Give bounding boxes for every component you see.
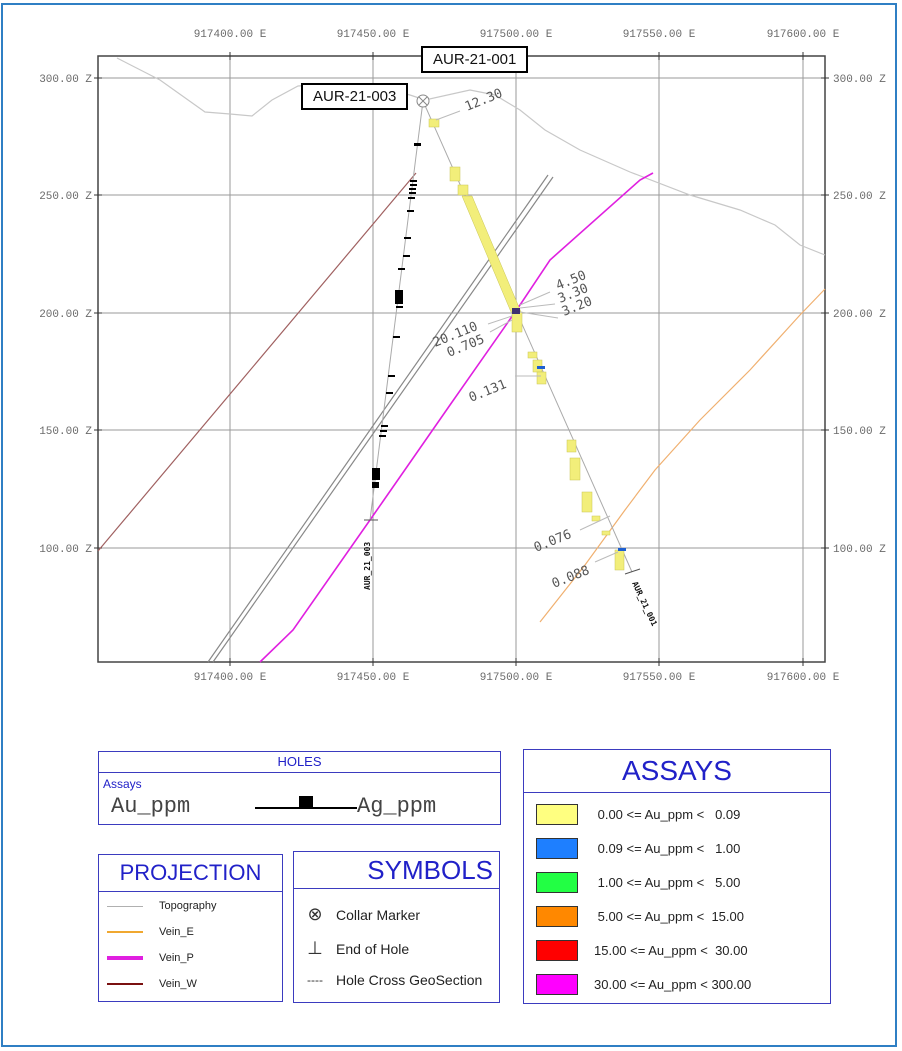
svg-text:917500.00 E: 917500.00 E	[480, 672, 553, 684]
legend-assays-title: ASSAYS	[524, 750, 830, 793]
legend-assay-item: 30.00 <= Au_ppm < 300.00	[536, 974, 751, 995]
cross-section-plot: 917400.00 E 917450.00 E 917500.00 E 9175…	[39, 29, 886, 684]
svg-text:100.00 Z: 100.00 Z	[39, 544, 92, 556]
legend-projection-item: Vein_E	[107, 926, 194, 938]
hole-trace-icon	[255, 807, 357, 809]
end-of-hole-icon: ⊥	[307, 938, 323, 958]
legend-symbol-item: ⊥ End of Hole	[304, 938, 409, 959]
hole-aur-21-003-ag-intervals	[372, 143, 421, 488]
vein-p-line-icon	[107, 956, 143, 960]
z-axis-left-labels: 300.00 Z 250.00 Z 200.00 Z 150.00 Z 100.…	[39, 74, 92, 556]
hole-aur-21-001-au-intervals	[428, 118, 625, 571]
svg-text:250.00 Z: 250.00 Z	[833, 191, 886, 203]
legend-assay-item: 0.09 <= Au_ppm < 1.00	[536, 838, 740, 859]
grid-lines	[98, 56, 825, 662]
svg-text:917550.00 E: 917550.00 E	[623, 29, 696, 41]
svg-text:917450.00 E: 917450.00 E	[337, 672, 410, 684]
legend-projection-item: Topography	[107, 900, 217, 912]
legend-projection-item: Vein_W	[107, 978, 197, 990]
legend-holes: HOLES Assays Au_ppm Ag_ppm	[98, 751, 501, 825]
assay-leader-lines	[435, 110, 619, 563]
collar-marker-icon	[416, 94, 430, 108]
section-trace-line-a	[207, 174, 549, 663]
hole-aur-21-003-trace	[369, 100, 424, 521]
interval-marker-icon	[299, 796, 313, 807]
legend-symbol-item: ⊗ Collar Marker	[304, 904, 420, 925]
vein-e-line	[539, 288, 826, 623]
hole-aur-21-001-blue-intervals	[537, 366, 626, 551]
legend-assay-item: 5.00 <= Au_ppm < 15.00	[536, 906, 744, 927]
svg-text:100.00 Z: 100.00 Z	[833, 544, 886, 556]
legend-projection-item: Vein_P	[107, 952, 194, 964]
legend-symbols-title: SYMBOLS	[294, 852, 499, 889]
x-axis-bottom-labels: 917400.00 E 917450.00 E 917500.00 E 9175…	[194, 672, 840, 684]
vein-e-line-icon	[107, 931, 143, 933]
svg-text:150.00 Z: 150.00 Z	[39, 426, 92, 438]
color-swatch	[536, 974, 578, 995]
legend-assays: ASSAYS 0.00 <= Au_ppm < 0.09 0.09 <= Au_…	[523, 749, 831, 1004]
legend-assay-item: 1.00 <= Au_ppm < 5.00	[536, 872, 740, 893]
svg-text:917600.00 E: 917600.00 E	[767, 672, 840, 684]
legend-holes-title: HOLES	[99, 752, 500, 773]
color-swatch	[536, 838, 578, 859]
hole-label-aur-21-001: AUR_21_001	[630, 580, 659, 628]
svg-text:0.131: 0.131	[467, 377, 509, 406]
page-frame	[1, 3, 897, 1047]
legend-symbols: SYMBOLS ⊗ Collar Marker ⊥ End of Hole --…	[293, 851, 500, 1003]
svg-text:917550.00 E: 917550.00 E	[623, 672, 696, 684]
z-axis-right-labels: 300.00 Z 250.00 Z 200.00 Z 150.00 Z 100.…	[833, 74, 886, 556]
color-swatch	[536, 940, 578, 961]
legend-assay-item: 0.00 <= Au_ppm < 0.09	[536, 804, 740, 825]
svg-text:917400.00 E: 917400.00 E	[194, 672, 267, 684]
plot-frame	[97, 55, 826, 663]
end-of-hole-aur-21-001	[624, 568, 641, 575]
svg-text:917500.00 E: 917500.00 E	[480, 29, 553, 41]
legend-holes-right-field: Ag_ppm	[357, 794, 437, 819]
topography-line-icon	[107, 905, 143, 907]
assay-value-labels: 12.30 4.50 3.30 3.20 20.110 0.705 0.131 …	[431, 86, 595, 592]
legend-assay-item: 15.00 <= Au_ppm < 30.00	[536, 940, 748, 961]
color-swatch	[536, 804, 578, 825]
svg-text:200.00 Z: 200.00 Z	[39, 309, 92, 321]
color-swatch	[536, 906, 578, 927]
hole-label-aur-21-003: AUR_21_003	[363, 542, 372, 590]
legend-projection-title: PROJECTION	[99, 855, 282, 892]
svg-text:200.00 Z: 200.00 Z	[833, 309, 886, 321]
svg-text:300.00 Z: 300.00 Z	[833, 74, 886, 86]
svg-text:0.088: 0.088	[550, 563, 592, 592]
legend-symbol-item: ---- Hole Cross GeoSection	[304, 972, 482, 988]
svg-text:150.00 Z: 150.00 Z	[833, 426, 886, 438]
vein-w-line-icon	[107, 983, 143, 985]
color-swatch	[536, 872, 578, 893]
x-axis-top-labels: 917400.00 E 917450.00 E 917500.00 E 9175…	[194, 29, 840, 41]
svg-text:300.00 Z: 300.00 Z	[39, 74, 92, 86]
legend-holes-left-field: Au_ppm	[111, 794, 191, 819]
legend-projection: PROJECTION Topography Vein_E Vein_P Vein…	[98, 854, 283, 1002]
svg-text:917600.00 E: 917600.00 E	[767, 29, 840, 41]
dashed-line-icon: ----	[307, 973, 323, 987]
legend-holes-subtitle: Assays	[103, 777, 142, 791]
collar-marker-icon: ⊗	[307, 904, 323, 924]
svg-text:917450.00 E: 917450.00 E	[337, 29, 410, 41]
hole-callout-aur-21-003: AUR-21-003	[301, 83, 409, 110]
svg-text:0.076: 0.076	[532, 527, 574, 556]
intersection-mark	[512, 308, 520, 314]
hole-callout-aur-21-001: AUR-21-001	[421, 46, 529, 73]
vein-w-line	[97, 172, 417, 552]
svg-text:250.00 Z: 250.00 Z	[39, 191, 92, 203]
svg-text:917400.00 E: 917400.00 E	[194, 29, 267, 41]
topography-line	[116, 57, 826, 256]
vein-p-line	[259, 172, 654, 663]
